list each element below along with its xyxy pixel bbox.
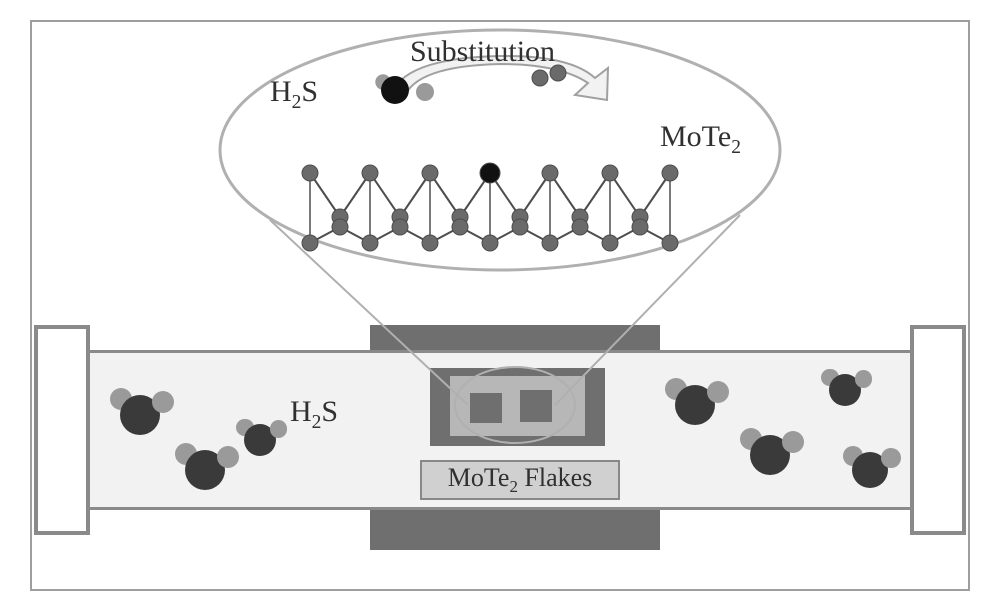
substitution-label: Substitution (410, 35, 555, 69)
inset-content (0, 0, 1000, 611)
h2s-inset-label: H2S (270, 75, 318, 114)
mote2-inset-label: MoTe2 (660, 120, 741, 159)
